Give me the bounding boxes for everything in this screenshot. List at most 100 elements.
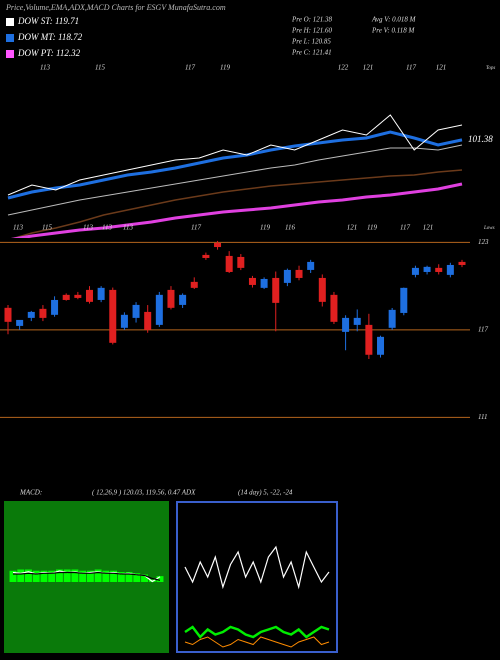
low-label: 113	[13, 224, 23, 232]
top-label: 119	[220, 64, 230, 72]
candle-body	[365, 324, 373, 355]
low-label: 113	[102, 224, 112, 232]
low-label: 113	[123, 224, 133, 232]
low-label: 121	[423, 224, 434, 232]
panel-background	[176, 501, 338, 653]
candle-body	[342, 317, 350, 332]
panel-background	[0, 238, 470, 480]
histogram-bar	[17, 569, 25, 582]
candle-body	[202, 254, 210, 258]
histogram-bar	[71, 569, 79, 582]
info-text: Pre C: 121.41	[291, 49, 332, 57]
line	[13, 571, 161, 581]
panel-background	[0, 60, 470, 240]
candle-body	[144, 311, 152, 330]
macd-header: (14 day) 5, -22, -24	[238, 489, 293, 497]
histogram-bar	[156, 576, 164, 582]
histogram-bar	[110, 570, 118, 582]
candle-body	[272, 277, 280, 303]
low-label: 113	[83, 224, 93, 232]
histogram-bar	[102, 570, 110, 582]
info-text: Avg V: 0.018 M	[371, 16, 417, 24]
info-text: Pre L: 120.85	[291, 38, 331, 46]
histogram-bar	[40, 570, 48, 582]
candle-body	[330, 294, 338, 322]
candle-body	[97, 287, 105, 300]
histogram-bar	[117, 572, 125, 582]
macd-header: ( 12,26,9 ) 120.03, 119.56, 0.47 ADX	[92, 489, 196, 497]
candle-body	[353, 317, 361, 325]
caption: Tops	[486, 66, 495, 71]
low-label: 121	[347, 224, 358, 232]
candle-body	[214, 242, 222, 248]
y-tick-label: 111	[478, 413, 487, 421]
candle-body	[411, 267, 419, 275]
low-label: 116	[285, 224, 295, 232]
info-text: Pre O: 121.38	[291, 16, 332, 24]
candle-body	[51, 299, 59, 315]
candle-body	[307, 261, 315, 270]
candle-body	[16, 319, 24, 326]
histogram-bar	[86, 570, 94, 582]
panel-background	[4, 501, 169, 653]
caption: Lows	[483, 226, 495, 231]
line	[7, 169, 463, 241]
candle-body	[318, 277, 326, 302]
top-label: 113	[40, 64, 50, 72]
candle-body	[120, 314, 128, 328]
low-label: 119	[260, 224, 270, 232]
candle-body	[132, 304, 140, 318]
candle-body	[62, 294, 70, 300]
histogram-bar	[125, 572, 133, 582]
histogram-bar	[32, 570, 40, 582]
histogram-bar	[94, 569, 102, 582]
candle-body	[225, 255, 233, 272]
histogram-bar	[141, 574, 148, 582]
candle-body	[39, 308, 47, 318]
top-label: 121	[363, 64, 374, 72]
candle-body	[167, 289, 175, 308]
candle-body	[283, 269, 291, 283]
info-text: Pre H: 121.60	[291, 27, 332, 35]
histogram-bar	[133, 573, 141, 582]
y-tick-label: 117	[478, 325, 488, 333]
candle-body	[179, 294, 187, 305]
line	[184, 545, 330, 590]
macd-header: MACD:	[19, 489, 42, 497]
candle-body	[295, 269, 303, 278]
candle-body	[109, 289, 117, 343]
legend-label: DOW ST: 119.71	[17, 16, 79, 26]
histogram-bar	[63, 569, 71, 582]
legend-label: DOW MT: 118.72	[17, 32, 83, 42]
line	[7, 144, 463, 216]
low-label: 117	[191, 224, 201, 232]
low-label: 117	[400, 224, 410, 232]
candle-body	[248, 277, 256, 285]
candle-body	[155, 294, 163, 325]
line	[7, 130, 463, 200]
candle-body	[388, 309, 396, 328]
candle-body	[458, 261, 466, 265]
histogram-bar	[48, 570, 56, 582]
candle-body	[423, 266, 431, 272]
low-label: 115	[42, 224, 52, 232]
candle-body	[74, 294, 82, 298]
line	[7, 114, 463, 196]
candle-body	[85, 289, 93, 302]
legend-swatch	[6, 50, 14, 58]
candle-body	[446, 264, 454, 275]
top-label: 121	[436, 64, 447, 72]
line	[184, 625, 330, 639]
candle-body	[400, 287, 408, 313]
value-label: 101.38	[468, 134, 493, 144]
low-label: 119	[367, 224, 377, 232]
candle-body	[27, 311, 35, 318]
legend-swatch	[6, 18, 14, 26]
histogram-bar	[9, 570, 17, 582]
candle-body	[190, 281, 198, 288]
top-label: 117	[406, 64, 416, 72]
candle-body	[377, 336, 385, 355]
histogram-bar	[25, 569, 32, 582]
